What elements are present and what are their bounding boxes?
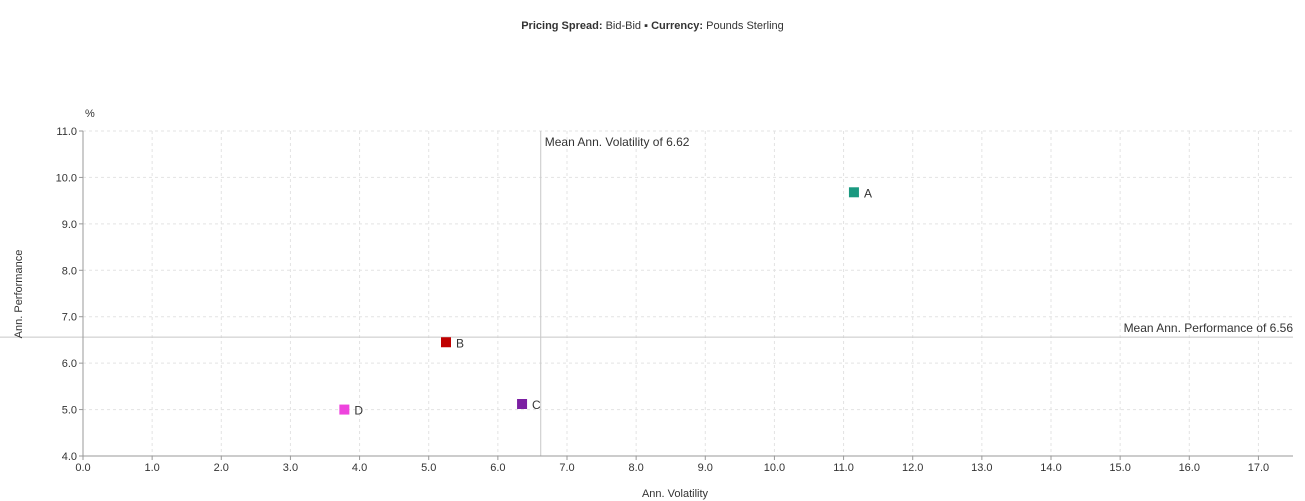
reference-lines: Mean Ann. Volatility of 6.62 Mean Ann. Pe… [0, 131, 1293, 456]
x-tick-label: 14.0 [1040, 462, 1061, 474]
y-tick-label: 5.0 [62, 405, 77, 417]
x-tick-label: 16.0 [1179, 462, 1200, 474]
y-tick-label: 9.0 [62, 219, 77, 231]
grid-lines [83, 130, 1293, 456]
y-tick-label: 11.0 [56, 126, 77, 138]
y-axis-title: Ann. Performance [13, 250, 25, 339]
x-tick-label: 11.0 [833, 462, 854, 474]
axes [79, 130, 1293, 460]
x-tick-label: 13.0 [971, 462, 992, 474]
y-tick-label: 7.0 [62, 312, 77, 324]
chart-subtitle: Pricing Spread: Bid-Bid ▪ Currency: Poun… [0, 20, 1305, 32]
x-tick-label: 2.0 [214, 462, 229, 474]
point-b [441, 337, 451, 348]
point-d [339, 404, 350, 415]
point-c [517, 399, 528, 409]
x-tick-label: 9.0 [698, 462, 713, 474]
pricing-spread-value: Bid-Bid [605, 20, 642, 32]
x-axis-title: Ann. Volatility [642, 488, 709, 500]
y-tick-label: 8.0 [62, 265, 77, 277]
x-tick-label: 3.0 [283, 462, 298, 474]
x-tick-label: 5.0 [421, 462, 436, 474]
x-tick-label: 12.0 [902, 462, 923, 474]
x-tick-label: 6.0 [490, 462, 505, 474]
y-tick-label: 4.0 [62, 451, 77, 463]
point-label-d: D [354, 404, 363, 418]
pricing-spread-label: Pricing Spread: [521, 20, 603, 32]
mean-volatility-label: Mean Ann. Volatility of 6.62 [545, 135, 690, 149]
y-tick-label: 10.0 [56, 172, 77, 184]
x-tick-label: 10.0 [764, 462, 785, 474]
x-tick-label: 15.0 [1109, 462, 1130, 474]
point-label-a: A [864, 186, 872, 200]
x-tick-label: 8.0 [628, 462, 643, 474]
x-tick-label: 4.0 [352, 462, 367, 474]
point-label-b: B [456, 336, 464, 350]
x-tick-label: 0.0 [75, 462, 90, 474]
x-tick-label: 7.0 [559, 462, 574, 474]
x-tick-label: 17.0 [1248, 462, 1269, 474]
data-points: A B C D [339, 186, 872, 418]
x-tick-label: 1.0 [144, 462, 159, 474]
y-axis-unit: % [85, 108, 95, 120]
point-a [848, 187, 859, 198]
currency-label: Currency: [651, 20, 704, 32]
mean-performance-label: Mean Ann. Performance of 6.56 [1124, 321, 1294, 335]
tick-labels: 0.0 1.0 2.0 3.0 4.0 5.0 6.0 7.0 8.0 9.0 10.0 11.0 12… [56, 126, 1270, 474]
point-label-c: C [532, 398, 541, 412]
y-tick-label: 6.0 [62, 358, 77, 370]
separator-dot: ▪ [644, 20, 649, 32]
currency-value: Pounds Sterling [706, 20, 784, 32]
